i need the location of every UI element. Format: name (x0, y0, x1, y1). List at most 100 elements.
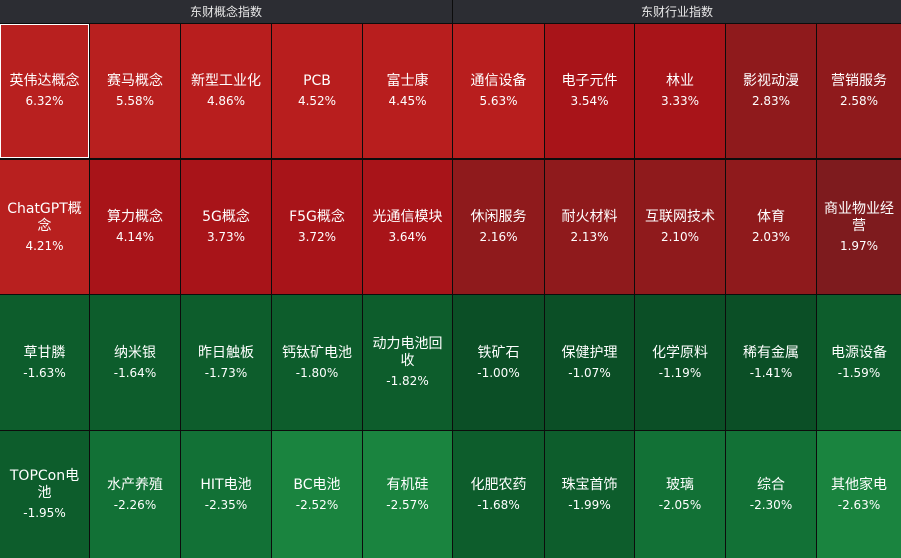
tile-change: 2.83% (751, 94, 791, 108)
heatmap-tile[interactable]: 钙钛矿电池 -1.80% (272, 295, 362, 430)
tile-change: -2.30% (749, 497, 793, 512)
heatmap-tile[interactable]: HIT电池 -2.35% (181, 431, 271, 558)
tile-change: -1.63% (23, 365, 66, 380)
heatmap-tile[interactable]: 影视动漫 2.83% (726, 24, 816, 158)
heatmap-tile[interactable]: 其他家电 -2.63% (817, 431, 901, 558)
tile-change: -1.19% (658, 365, 702, 380)
tile-change: -2.63% (837, 497, 881, 512)
tile-change: 6.32% (25, 94, 64, 108)
tile-name: 电源设备 (831, 344, 887, 361)
tile-change: 2.10% (660, 230, 700, 244)
heatmap-tile[interactable]: 营销服务 2.58% (817, 24, 901, 158)
heatmap-tile[interactable]: 互联网技术 2.10% (635, 160, 725, 294)
tile-name: 商业物业经营 (824, 200, 894, 234)
heatmap-tile[interactable]: 商业物业经营 1.97% (817, 160, 901, 294)
tile-grid: 英伟达概念 6.32% 赛马概念 5.58% 新型工业化 4.86% PCB 4.52% 富士康… (0, 24, 452, 558)
heatmap-tile[interactable]: 光通信模块 3.64% (363, 160, 452, 294)
tile-name: HIT电池 (200, 476, 252, 493)
heatmap-tile[interactable]: 铁矿石 -1.00% (453, 295, 544, 430)
heatmap-tile[interactable]: 保健护理 -1.07% (545, 295, 634, 430)
tile-name: 富士康 (386, 73, 429, 89)
heatmap-tile[interactable]: 算力概念 4.14% (90, 160, 180, 294)
tile-grid: 通信设备 5.63% 电子元件 3.54% 林业 3.33% 影视动漫 2.83% 营销服务 2.… (453, 24, 901, 558)
tile-change: -1.41% (749, 365, 793, 380)
heatmap-tile[interactable]: 草甘膦 -1.63% (0, 295, 89, 430)
tile-name: 动力电池回收 (372, 336, 443, 369)
heatmap-tile[interactable]: 耐火材料 2.13% (545, 160, 634, 294)
tile-name: 体育 (757, 209, 785, 225)
tile-change: -1.59% (837, 365, 881, 380)
tile-name: 算力概念 (107, 209, 163, 225)
tile-change: -2.52% (295, 497, 339, 512)
heatmap-tile[interactable]: 纳米银 -1.64% (90, 295, 180, 430)
tile-name: BC电池 (293, 476, 341, 493)
heatmap-tile[interactable]: 富士康 4.45% (363, 24, 452, 158)
tile-change: 4.52% (297, 94, 337, 108)
tile-name: ChatGPT概念 (7, 200, 82, 234)
tile-name: 互联网技术 (645, 209, 715, 225)
tile-name: 水产养殖 (107, 476, 163, 493)
heatmap-tile[interactable]: 英伟达概念 6.32% (0, 24, 89, 158)
heatmap-tile[interactable]: 玻璃 -2.05% (635, 431, 725, 558)
tile-name: 玻璃 (666, 476, 694, 493)
heatmap-tile[interactable]: 5G概念 3.73% (181, 160, 271, 294)
heatmap-tile[interactable]: 综合 -2.30% (726, 431, 816, 558)
heatmap-tile[interactable]: 体育 2.03% (726, 160, 816, 294)
tile-name: 化学原料 (652, 344, 708, 361)
tile-name: PCB (303, 73, 331, 89)
tile-change: -1.95% (23, 506, 66, 520)
heatmap-tile[interactable]: 珠宝首饰 -1.99% (545, 431, 634, 558)
heatmap-tile[interactable]: 化肥农药 -1.68% (453, 431, 544, 558)
tile-name: 新型工业化 (191, 73, 261, 89)
heatmap-tile[interactable]: 动力电池回收 -1.82% (363, 295, 452, 430)
tile-change: 1.97% (839, 238, 879, 253)
heatmap-tile[interactable]: 休闲服务 2.16% (453, 160, 544, 294)
tile-change: -1.00% (477, 365, 520, 380)
tile-change: 4.21% (25, 238, 64, 253)
tile-change: 4.45% (388, 94, 427, 108)
heatmap-tile[interactable]: 新型工业化 4.86% (181, 24, 271, 158)
tile-change: 5.63% (479, 94, 518, 108)
tile-name: 光通信模块 (372, 209, 443, 225)
tile-change: 2.58% (839, 94, 879, 108)
tile-change: -2.35% (204, 497, 248, 512)
tile-change: 4.14% (115, 230, 155, 244)
panel-title: 东财行业指数 (453, 0, 901, 23)
tile-change: 2.03% (751, 230, 791, 244)
heatmap-tile[interactable]: 昨日触板 -1.73% (181, 295, 271, 430)
tile-change: 3.72% (297, 230, 337, 244)
industry-index-panel: 东财行业指数 通信设备 5.63% 电子元件 3.54% 林业 3.33% 影视动漫 2.83… (453, 0, 901, 558)
heatmap-tile[interactable]: 电源设备 -1.59% (817, 295, 901, 430)
tile-change: -1.80% (295, 365, 339, 380)
heatmap-tile[interactable]: 有机硅 -2.57% (363, 431, 452, 558)
tile-change: -1.64% (113, 365, 157, 380)
tile-change: 2.13% (570, 230, 609, 244)
heatmap-tile[interactable]: 电子元件 3.54% (545, 24, 634, 158)
heatmap-tile[interactable]: 化学原料 -1.19% (635, 295, 725, 430)
tile-change: -2.05% (658, 497, 702, 512)
heatmap-tile[interactable]: 通信设备 5.63% (453, 24, 544, 158)
tile-name: 综合 (757, 476, 785, 493)
panel-title: 东财概念指数 (0, 0, 452, 23)
tile-change: -1.73% (204, 365, 248, 380)
heatmap-tile[interactable]: TOPCon电池 -1.95% (0, 431, 89, 558)
tile-change: -2.26% (113, 497, 157, 512)
heatmap-tile[interactable]: 稀有金属 -1.41% (726, 295, 816, 430)
tile-name: 赛马概念 (107, 73, 163, 89)
tile-name: F5G概念 (289, 209, 345, 225)
tile-name: 珠宝首饰 (561, 476, 618, 493)
tile-name: 耐火材料 (561, 209, 618, 225)
heatmap-tile[interactable]: BC电池 -2.52% (272, 431, 362, 558)
heatmap-tile[interactable]: F5G概念 3.72% (272, 160, 362, 294)
heatmap-tile[interactable]: 赛马概念 5.58% (90, 24, 180, 158)
tile-change: 5.58% (115, 94, 155, 108)
tile-name: 铁矿石 (477, 344, 520, 361)
heatmap-tile[interactable]: PCB 4.52% (272, 24, 362, 158)
tile-name: 昨日触板 (198, 344, 254, 361)
heatmap-tile[interactable]: ChatGPT概念 4.21% (0, 160, 89, 294)
tile-name: 其他家电 (831, 476, 887, 493)
heatmap-tile[interactable]: 林业 3.33% (635, 24, 725, 158)
heatmap-tile[interactable]: 水产养殖 -2.26% (90, 431, 180, 558)
tile-name: 英伟达概念 (9, 73, 80, 89)
